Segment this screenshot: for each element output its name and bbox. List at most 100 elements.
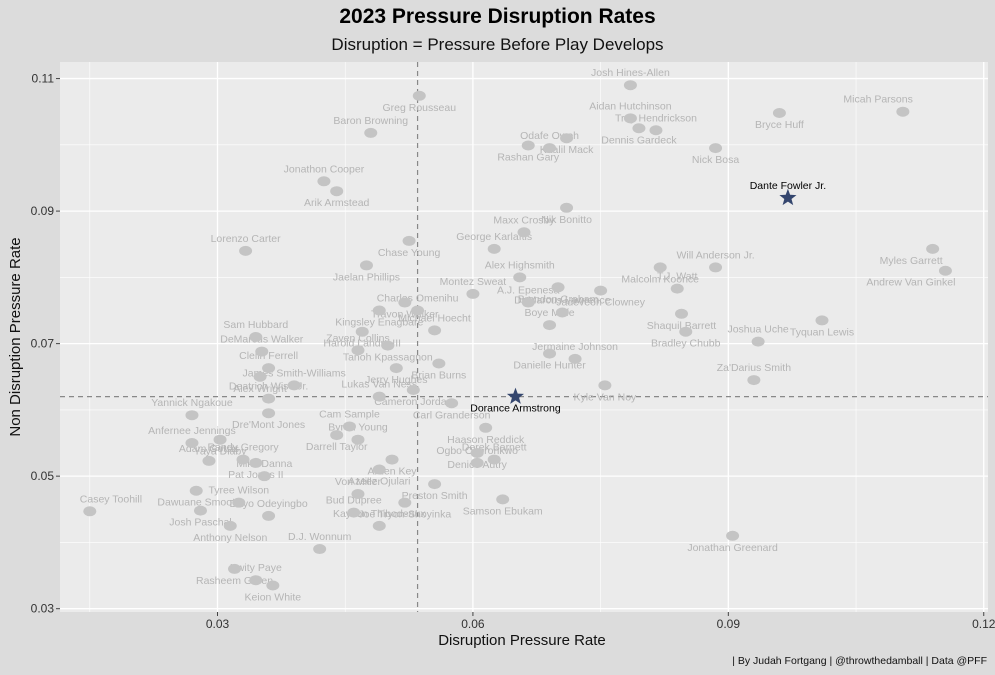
data-point-logo [521,297,535,308]
point-label: Yannick Ngakoue [151,397,233,409]
data-point-logo [351,434,365,445]
data-point-logo [406,385,420,396]
data-point-star [779,188,797,206]
data-point-logo [330,186,344,197]
data-point-logo [262,363,276,374]
point-label: Brandon Graham [518,293,599,305]
point-label: Tanoh Kpassagnon [343,352,433,364]
data-point-logo [751,336,765,347]
data-point-logo [445,398,459,409]
data-point-logo [623,80,637,91]
x-tick-label: 0.09 [717,617,741,631]
data-point-logo [381,340,395,351]
data-point-logo [709,262,723,273]
data-point-logo [372,391,386,402]
data-point-logo [598,380,612,391]
point-label: Preston Smith [402,490,468,502]
point-label: DeMarcus Lawrence [514,294,610,306]
data-point-logo [317,176,331,187]
data-point-logo [815,315,829,326]
data-point-logo [470,447,484,458]
data-point-logo [389,363,403,374]
point-label: Lukas Van Ness [341,379,417,391]
data-point-logo [398,297,412,308]
point-label: Casey Toohill [80,493,142,505]
point-label: Tyquan Lewis [790,326,854,338]
data-point-logo [772,108,786,119]
point-label: Andrew Van Ginkel [866,277,955,289]
data-point-star [506,387,524,404]
data-point-logo [402,235,416,246]
data-point-logo [649,125,663,136]
point-label: Keion White [245,591,302,603]
point-label: Will Anderson Jr. [676,249,754,261]
data-point-logo [372,520,386,531]
point-label: Joe Tryon-Shoyinka [358,509,451,521]
point-label: Cam Sample [319,408,380,420]
data-point-logo [239,245,253,256]
point-label: Jonathan Greenard [687,542,778,554]
y-tick-label: 0.07 [31,337,55,351]
point-label: Arik Armstead [304,197,370,209]
point-label: Sam Hubbard [223,319,288,331]
data-point-logo [253,371,267,382]
data-point-logo [470,457,484,468]
reference-lines [60,62,988,612]
data-point-logo [202,455,216,466]
data-point-logo [653,262,667,273]
point-label: Dayo Odeyingbo [229,498,307,510]
data-point-logo [675,308,689,319]
data-point-logo [623,113,637,124]
point-label: Lorenzo Carter [211,233,282,245]
data-point-logo [521,140,535,151]
data-point-logo [560,133,574,144]
y-tick-label: 0.03 [31,602,55,616]
data-point-logo [938,265,952,276]
point-label: Kayvon Thibodeaux [333,508,426,520]
point-label: Alex Wright [233,383,287,395]
point-label: T.J. Watt [657,271,698,283]
point-label: Chase Young [378,247,441,259]
data-point-logo [496,494,510,505]
point-label: Dorance Armstrong [470,403,561,415]
x-tick-label: 0.12 [972,617,995,631]
data-point-logo [193,505,207,516]
y-tick-label: 0.11 [32,72,55,86]
data-point-logo [232,497,246,508]
data-point-logo [249,575,263,586]
point-label: D.J. Wonnum [288,531,352,543]
point-label: Aidan Hutchinson [589,100,671,112]
data-point-logo [372,305,386,316]
point-labels: Josh Hines-Allen Greg Rousseau Aidan Hutch… [80,67,956,603]
y-axis-label: Non Disruption Pressure Rate [7,237,24,436]
data-point-logo [517,227,531,238]
point-label: Baron Browning [333,115,408,127]
point-label: Shaquil Barrett [647,320,717,332]
data-point-logo [342,421,356,432]
data-point-logo [555,307,569,318]
data-point-logo [543,143,557,154]
data-point-logo [551,282,565,293]
plot-panel [60,62,988,612]
point-label: Tyree Wilson [208,485,269,497]
point-label: Anfernee Jennings [148,425,236,437]
point-label: Anthony Nelson [193,532,267,544]
data-point-logo [262,408,276,419]
data-point-logo [479,422,493,433]
point-label: Charles Omenihu [377,292,459,304]
point-label: Jaelan Phillips [333,271,400,283]
data-point-logo [223,520,237,531]
point-label: Greg Rousseau [383,102,457,114]
point-label: Dawuane Smoot [157,497,235,509]
data-point-logo [896,106,910,117]
data-point-logo [568,353,582,364]
data-point-logo [428,325,442,336]
point-label: Malcolm Koonce [621,273,699,285]
data-point-logo [313,544,327,555]
data-point-logo [266,580,280,591]
point-label: Za'Darius Smith [717,362,792,374]
point-label: Jerry Hughes [365,374,427,386]
data-point-logo [560,202,574,213]
point-label: Dennis Gardeck [601,134,677,146]
point-label: Josh Paschal [169,517,231,529]
